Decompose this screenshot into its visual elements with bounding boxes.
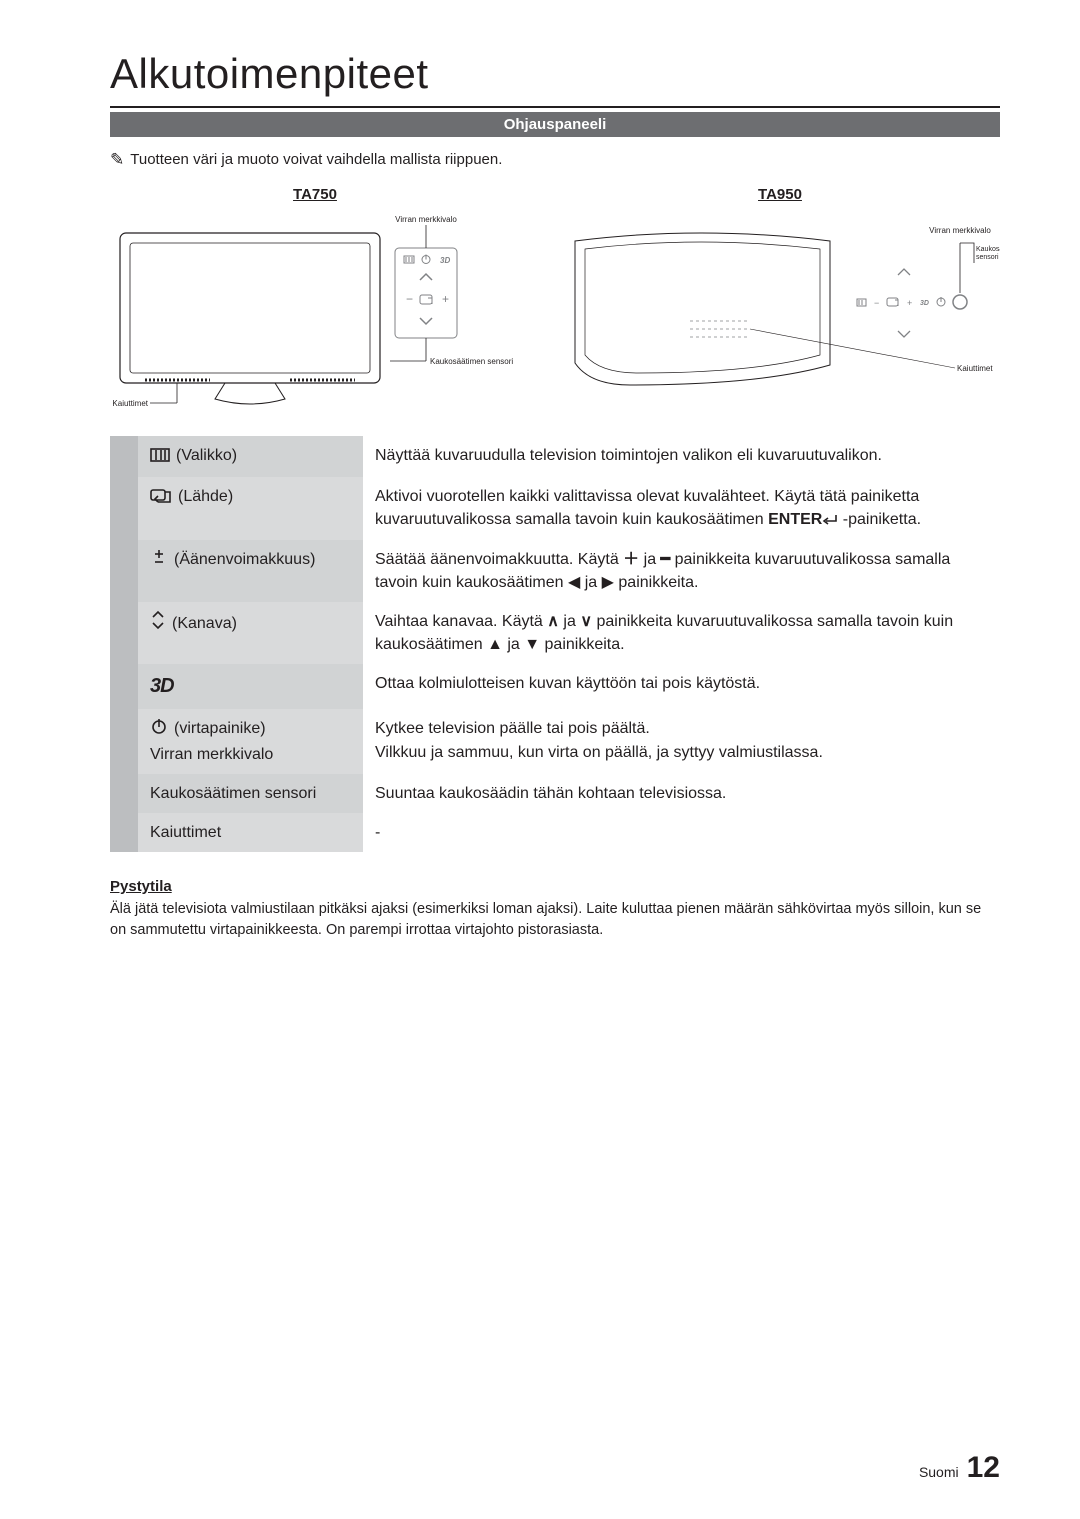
table-row: 3D Ottaa kolmiulotteisen kuvan käyttöön t… bbox=[110, 664, 1000, 709]
callout-speakers-left: Kaiuttimet bbox=[112, 399, 148, 408]
table-row: Kaiuttimet- bbox=[110, 813, 1000, 852]
standby-heading: Pystytila bbox=[110, 878, 1000, 895]
note-icon: ✎ bbox=[110, 151, 124, 168]
svg-text:+: + bbox=[907, 298, 912, 308]
title-rule bbox=[110, 106, 1000, 108]
note-row: ✎ Tuotteen väri ja muoto voivat vaihdell… bbox=[110, 151, 1000, 168]
diagram-label-ta950: TA950 bbox=[758, 186, 802, 203]
svg-text:sensori: sensori bbox=[976, 254, 999, 261]
row-stub bbox=[110, 602, 138, 664]
standby-text: Älä jätä televisiota valmiustilaan pitkä… bbox=[110, 899, 1000, 941]
ch-icon bbox=[150, 610, 166, 637]
row-label: Kaukosäätimen sensori bbox=[138, 774, 363, 813]
3d-icon: 3D bbox=[150, 672, 174, 701]
svg-text:−: − bbox=[874, 298, 879, 308]
row-label: (Äänenvoimakkuus) bbox=[138, 540, 363, 602]
row-label: (Lähde) bbox=[138, 477, 363, 539]
row-value: Näyttää kuvaruudulla television toiminto… bbox=[363, 436, 1000, 477]
row-value: Aktivoi vuorotellen kaikki valittavissa … bbox=[363, 477, 1000, 539]
callout-speakers-right: Kaiuttimet bbox=[957, 364, 993, 373]
power-icon bbox=[150, 717, 168, 742]
diagram-row: TA750 3D − bbox=[110, 186, 1000, 408]
page-footer: Suomi 12 bbox=[919, 1451, 1000, 1485]
row-value: Kytkee television päälle tai pois päältä… bbox=[363, 709, 1000, 773]
row-value: Ottaa kolmiulotteisen kuvan käyttöön tai… bbox=[363, 664, 1000, 709]
row-stub bbox=[110, 436, 138, 477]
table-row: (Lähde)Aktivoi vuorotellen kaikki valitt… bbox=[110, 477, 1000, 539]
svg-text:3D: 3D bbox=[920, 300, 929, 307]
svg-text:−: − bbox=[406, 292, 413, 306]
footer-page-number: 12 bbox=[967, 1451, 1000, 1485]
row-stub bbox=[110, 540, 138, 602]
row-value: - bbox=[363, 813, 1000, 852]
diagram-svg-ta950: − + 3D Virran merkkivalo Kaukosäätimen s… bbox=[560, 213, 1000, 408]
table-row: (virtapainike)Virran merkkivaloKytkee te… bbox=[110, 709, 1000, 773]
vol-icon bbox=[150, 548, 168, 573]
section-bar: Ohjauspaneeli bbox=[110, 112, 1000, 137]
page-title: Alkutoimenpiteet bbox=[110, 50, 1000, 98]
svg-text:+: + bbox=[442, 292, 449, 306]
svg-text:3D: 3D bbox=[440, 256, 450, 265]
menu-icon bbox=[150, 446, 170, 469]
diagram-label-ta750: TA750 bbox=[293, 186, 337, 203]
diagram-ta750: TA750 3D − bbox=[110, 186, 520, 408]
row-value: Säätää äänenvoimakkuutta. Käytä ＋ ja ━ p… bbox=[363, 540, 1000, 602]
row-stub bbox=[110, 709, 138, 773]
row-stub bbox=[110, 664, 138, 709]
callout-remote-left: Kaukosäätimen sensori bbox=[430, 357, 513, 366]
table-row: (Kanava)Vaihtaa kanavaa. Käytä ∧ ja ∨ pa… bbox=[110, 602, 1000, 664]
footer-lang: Suomi bbox=[919, 1464, 959, 1480]
row-stub bbox=[110, 813, 138, 852]
row-label: (virtapainike)Virran merkkivalo bbox=[138, 709, 363, 773]
row-value: Vaihtaa kanavaa. Käytä ∧ ja ∨ painikkeit… bbox=[363, 602, 1000, 664]
callout-power-left: Virran merkkivalo bbox=[395, 215, 457, 224]
diagram-ta950: TA950 − + 3D bbox=[560, 186, 1000, 408]
diagram-svg-ta750: 3D − + Virran merkkivalo Kaukosäätimen s… bbox=[110, 213, 520, 408]
row-label: (Kanava) bbox=[138, 602, 363, 664]
table-row: (Valikko)Näyttää kuvaruudulla television… bbox=[110, 436, 1000, 477]
row-label: Kaiuttimet bbox=[138, 813, 363, 852]
row-stub bbox=[110, 774, 138, 813]
row-label: 3D bbox=[138, 664, 363, 709]
table-row: Kaukosäätimen sensoriSuuntaa kaukosäädin… bbox=[110, 774, 1000, 813]
row-label: (Valikko) bbox=[138, 436, 363, 477]
svg-text:Kaukosäätimen: Kaukosäätimen bbox=[976, 246, 1000, 253]
row-value: Suuntaa kaukosäädin tähän kohtaan televi… bbox=[363, 774, 1000, 813]
row-stub bbox=[110, 477, 138, 539]
control-table: (Valikko)Näyttää kuvaruudulla television… bbox=[110, 436, 1000, 852]
note-text: Tuotteen väri ja muoto voivat vaihdella … bbox=[130, 151, 502, 168]
source-icon bbox=[150, 487, 172, 510]
callout-power-right: Virran merkkivalo bbox=[929, 226, 991, 235]
table-row: (Äänenvoimakkuus)Säätää äänenvoimakkuutt… bbox=[110, 540, 1000, 602]
